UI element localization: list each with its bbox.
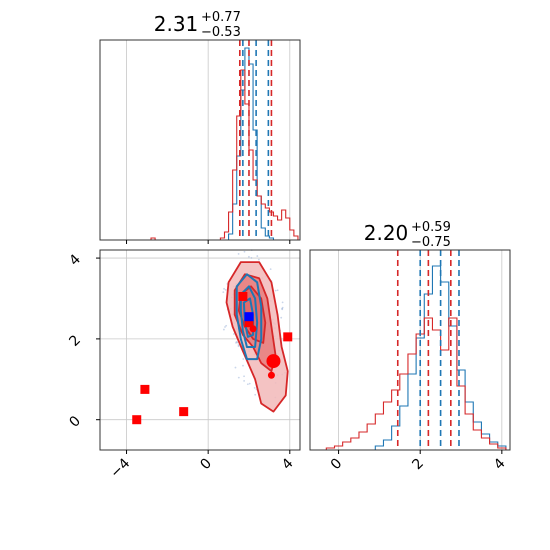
param2-xtick-label-0: 0 bbox=[328, 456, 346, 474]
sample-point bbox=[248, 382, 251, 385]
red-square-marker-3 bbox=[238, 291, 248, 301]
sample-point bbox=[237, 344, 240, 346]
sample-point bbox=[223, 287, 225, 290]
sample-point bbox=[254, 393, 257, 396]
sample-point bbox=[246, 383, 249, 386]
sample-point bbox=[269, 268, 272, 271]
param2-axes-frame bbox=[309, 249, 511, 451]
sample-point bbox=[256, 255, 259, 257]
sample-point bbox=[276, 289, 279, 292]
histogram-param1-panel bbox=[99, 39, 301, 244]
sample-point bbox=[224, 288, 227, 291]
title-param2-value: 2.20 bbox=[364, 221, 409, 245]
joint-xtick-label-0: 0 bbox=[197, 456, 215, 474]
param2-xtick-label-2: 2 bbox=[409, 456, 427, 474]
red-square-marker-4 bbox=[283, 332, 293, 342]
joint-xtick-label-4: 4 bbox=[279, 455, 297, 473]
red-dot-2 bbox=[267, 371, 275, 379]
title-param1-value: 2.31 bbox=[154, 12, 199, 36]
sample-point bbox=[235, 342, 237, 344]
red-dot-0 bbox=[266, 354, 281, 369]
sample-point bbox=[281, 308, 284, 311]
sample-point bbox=[224, 326, 226, 328]
sample-point bbox=[242, 364, 244, 367]
joint-contour-panel: −4 0 4 0 2 4 bbox=[66, 249, 301, 481]
joint-ytick-label-4: 4 bbox=[66, 251, 84, 269]
sample-point bbox=[243, 250, 246, 253]
red-square-marker-0 bbox=[140, 384, 150, 394]
sample-point bbox=[281, 301, 284, 304]
blue-square-marker-0 bbox=[244, 312, 254, 322]
sample-point bbox=[274, 289, 277, 292]
sample-point bbox=[243, 375, 245, 378]
param1-histogram-series-1 bbox=[150, 69, 299, 241]
param1-axes-frame bbox=[99, 39, 301, 241]
param2-background bbox=[310, 250, 510, 450]
sample-point bbox=[225, 324, 228, 327]
red-square-marker-2 bbox=[179, 407, 189, 417]
joint-axes-frame bbox=[99, 249, 301, 451]
param2-xtick-label-4: 4 bbox=[491, 455, 509, 473]
red-square-marker-1 bbox=[132, 415, 142, 425]
sample-point bbox=[248, 255, 250, 258]
sample-point bbox=[233, 333, 235, 335]
sample-point bbox=[222, 291, 225, 294]
blue-contour-level-1 bbox=[235, 273, 263, 361]
param2-histogram-series-1 bbox=[325, 317, 507, 450]
joint-ytick-label-2: 2 bbox=[66, 332, 84, 350]
sample-point bbox=[243, 379, 246, 382]
red-square-marker-5 bbox=[244, 318, 254, 328]
sample-point bbox=[257, 258, 260, 261]
sample-point bbox=[280, 316, 283, 319]
sample-point bbox=[250, 257, 253, 259]
title-param2-minus: −0.75 bbox=[411, 235, 451, 250]
title-param2-plus: +0.59 bbox=[411, 220, 451, 235]
sample-point bbox=[281, 306, 284, 309]
title-param1-plus: +0.77 bbox=[201, 10, 241, 25]
sample-point bbox=[237, 253, 240, 255]
blue-contour-level-2 bbox=[239, 285, 259, 348]
histogram-param2-panel: 0 2 4 bbox=[309, 249, 511, 474]
sample-point bbox=[234, 366, 237, 369]
param1-histogram-series-0 bbox=[228, 47, 282, 241]
joint-xtick-label--4: −4 bbox=[107, 455, 133, 481]
title-param2: 2.20 bbox=[364, 221, 409, 245]
sample-point bbox=[242, 358, 245, 360]
title-param1-minus: −0.53 bbox=[201, 25, 241, 40]
sample-point bbox=[237, 376, 240, 379]
sample-point bbox=[253, 387, 256, 389]
title-param1: 2.31 bbox=[154, 12, 199, 36]
joint-ytick-label-0: 0 bbox=[66, 413, 84, 431]
param1-background bbox=[100, 40, 300, 240]
sample-point bbox=[223, 328, 225, 331]
